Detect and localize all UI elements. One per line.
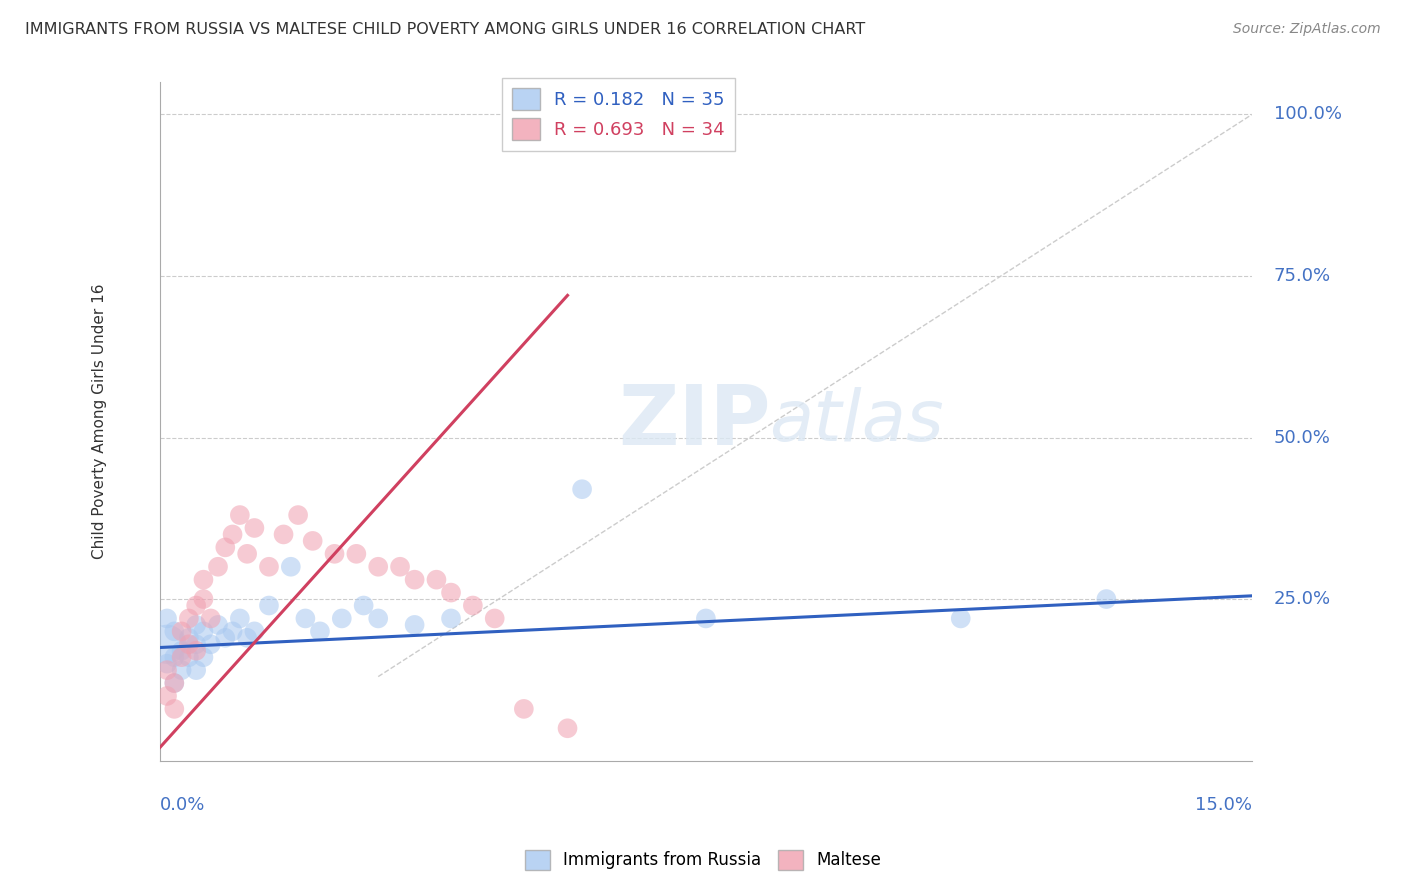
Point (1095, 592, 1118, 607)
Point (404, 618, 426, 632)
Point (440, 585, 463, 599)
Point (193, 624, 215, 639)
Point (273, 527, 295, 541)
Legend: Immigrants from Russia, Maltese: Immigrants from Russia, Maltese (519, 843, 887, 877)
Point (221, 527, 243, 541)
Point (200, 611, 222, 625)
Legend: R = 0.182   N = 35, R = 0.693   N = 34: R = 0.182 N = 35, R = 0.693 N = 34 (502, 78, 735, 151)
Point (193, 573, 215, 587)
Point (243, 624, 266, 639)
Text: 0.0%: 0.0% (160, 797, 205, 814)
Point (513, 702, 536, 716)
Point (156, 637, 179, 651)
Point (214, 631, 236, 645)
Point (309, 624, 332, 639)
Point (257, 599, 280, 613)
Point (170, 650, 193, 665)
Text: IMMIGRANTS FROM RUSSIA VS MALTESE CHILD POVERTY AMONG GIRLS UNDER 16 CORRELATION: IMMIGRANTS FROM RUSSIA VS MALTESE CHILD … (25, 22, 866, 37)
Point (177, 650, 200, 665)
Point (484, 611, 506, 625)
Point (221, 624, 243, 639)
Point (207, 618, 229, 632)
Point (344, 547, 367, 561)
Point (367, 611, 389, 625)
Point (353, 599, 375, 613)
Point (156, 663, 179, 677)
Text: 15.0%: 15.0% (1195, 797, 1251, 814)
Point (200, 637, 222, 651)
Text: Child Poverty Among Girls Under 16: Child Poverty Among Girls Under 16 (93, 284, 107, 559)
Point (243, 521, 266, 535)
Point (177, 631, 200, 645)
Point (186, 618, 208, 632)
Point (170, 644, 193, 658)
Point (163, 650, 186, 665)
Point (177, 637, 200, 651)
Point (695, 611, 717, 625)
Text: Source: ZipAtlas.com: Source: ZipAtlas.com (1233, 22, 1381, 37)
Point (440, 611, 463, 625)
Point (557, 721, 579, 735)
Point (186, 644, 208, 658)
Text: 25.0%: 25.0% (1274, 590, 1331, 608)
Point (571, 482, 593, 496)
Point (193, 650, 215, 665)
Text: ZIP: ZIP (619, 381, 770, 462)
Point (193, 592, 215, 607)
Point (156, 611, 179, 625)
Point (156, 689, 179, 703)
Point (163, 624, 186, 639)
Point (163, 676, 186, 690)
Point (214, 541, 236, 555)
Point (177, 611, 200, 625)
Point (186, 663, 208, 677)
Point (170, 624, 193, 639)
Point (294, 611, 316, 625)
Point (367, 559, 389, 574)
Point (156, 657, 179, 671)
Point (301, 533, 323, 548)
Point (257, 559, 280, 574)
Text: 100.0%: 100.0% (1274, 105, 1341, 123)
Point (461, 599, 484, 613)
Point (170, 663, 193, 677)
Point (404, 573, 426, 587)
Point (280, 559, 302, 574)
Point (229, 508, 252, 522)
Point (186, 637, 208, 651)
Point (163, 676, 186, 690)
Point (207, 559, 229, 574)
Point (949, 611, 972, 625)
Point (425, 573, 447, 587)
Point (287, 508, 309, 522)
Point (186, 599, 208, 613)
Text: atlas: atlas (769, 387, 943, 456)
Point (330, 611, 353, 625)
Point (389, 559, 412, 574)
Point (323, 547, 346, 561)
Point (236, 547, 259, 561)
Text: 75.0%: 75.0% (1274, 267, 1331, 285)
Point (163, 702, 186, 716)
Point (236, 631, 259, 645)
Point (229, 611, 252, 625)
Text: 50.0%: 50.0% (1274, 428, 1330, 447)
